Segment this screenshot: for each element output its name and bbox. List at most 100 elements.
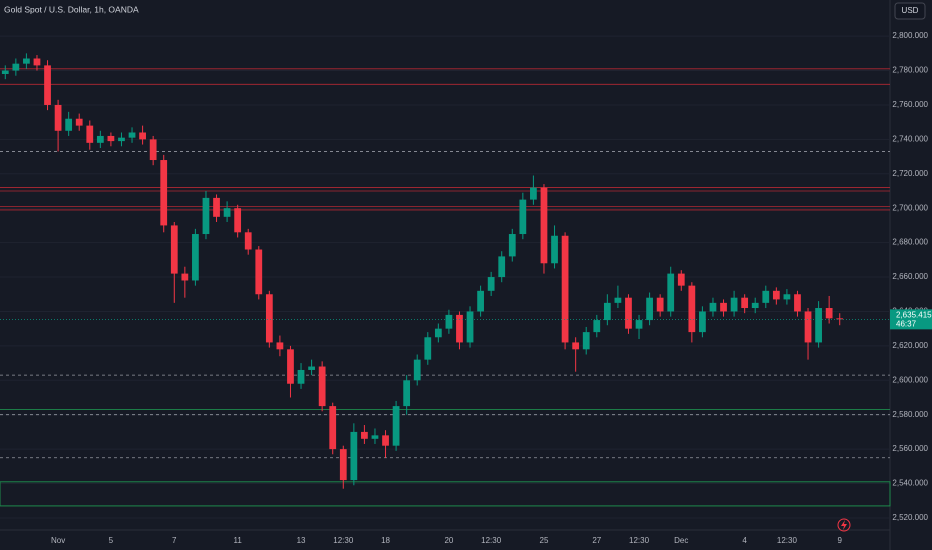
countdown-label: 46:37 bbox=[896, 319, 917, 328]
x-tick-label: 27 bbox=[592, 536, 601, 545]
x-tick-label: 18 bbox=[381, 536, 390, 545]
candle-body bbox=[772, 290, 780, 300]
candle-body bbox=[667, 273, 675, 312]
candle-body bbox=[139, 132, 146, 140]
candle-body bbox=[561, 235, 569, 343]
candle-body bbox=[456, 314, 463, 343]
candle-body bbox=[350, 431, 358, 481]
currency-label[interactable]: USD bbox=[902, 6, 919, 15]
last-price-tag bbox=[890, 309, 932, 330]
candle-body bbox=[593, 320, 601, 333]
candle-body bbox=[614, 297, 622, 303]
y-tick-label: 2,560.000 bbox=[892, 444, 928, 453]
candle-body bbox=[656, 297, 664, 312]
candle-body bbox=[498, 256, 506, 278]
candle-body bbox=[762, 290, 770, 303]
candle-body bbox=[720, 302, 727, 312]
candle-body bbox=[160, 160, 168, 226]
candle-body bbox=[149, 139, 157, 161]
y-tick-label: 2,600.000 bbox=[892, 375, 928, 384]
candle-body bbox=[572, 342, 580, 350]
candle-body bbox=[382, 435, 389, 446]
candle-body bbox=[413, 359, 421, 381]
candle-body bbox=[339, 449, 347, 481]
y-tick-label: 2,760.000 bbox=[892, 100, 928, 109]
currency-button[interactable] bbox=[894, 2, 926, 20]
candle-body bbox=[234, 208, 242, 233]
alert-icon[interactable] bbox=[837, 518, 851, 532]
candle-body bbox=[825, 308, 833, 319]
candle-body bbox=[276, 342, 284, 350]
candle-body bbox=[308, 366, 315, 370]
candle-body bbox=[699, 311, 706, 333]
x-tick-label: 7 bbox=[172, 536, 177, 545]
candle-body bbox=[192, 234, 199, 281]
candle-body bbox=[223, 208, 231, 217]
x-tick-label: 9 bbox=[837, 536, 842, 545]
x-tick-label: Nov bbox=[51, 536, 65, 545]
y-tick-label: 2,660.000 bbox=[892, 272, 928, 281]
x-tick-label: 13 bbox=[297, 536, 306, 545]
candle-body bbox=[181, 273, 189, 281]
y-tick-label: 2,800.000 bbox=[892, 31, 928, 40]
candle-body bbox=[107, 135, 115, 142]
candle-body bbox=[170, 225, 178, 274]
y-tick-label: 2,580.000 bbox=[892, 410, 928, 419]
candle-body bbox=[783, 294, 791, 300]
candle-body bbox=[540, 187, 548, 264]
candle-body bbox=[804, 311, 812, 343]
candle-body bbox=[709, 302, 717, 312]
candle-body bbox=[287, 349, 294, 384]
candle-body bbox=[75, 118, 83, 126]
candle-body bbox=[794, 294, 801, 312]
candle-body bbox=[519, 199, 527, 235]
candle-body bbox=[582, 332, 590, 350]
x-tick-label: 20 bbox=[444, 536, 453, 545]
candle-body bbox=[477, 290, 484, 312]
candle-body bbox=[603, 302, 611, 321]
candle-body bbox=[297, 369, 305, 384]
candle-body bbox=[54, 104, 62, 131]
candle-body bbox=[551, 235, 558, 264]
x-tick-label: 12:30 bbox=[333, 536, 354, 545]
candle-body bbox=[202, 197, 210, 235]
chart-title: Gold Spot / U.S. Dollar, 1h, OANDA bbox=[4, 4, 139, 14]
candle-body bbox=[255, 249, 263, 295]
candle-body bbox=[86, 125, 94, 143]
zone bbox=[0, 481, 891, 507]
candle-body bbox=[128, 132, 136, 138]
y-tick-label: 2,700.000 bbox=[892, 203, 928, 212]
candle-body bbox=[677, 273, 685, 286]
candle-body bbox=[318, 366, 326, 407]
candle-body bbox=[434, 328, 442, 338]
x-tick-label: 12:30 bbox=[481, 536, 502, 545]
candle-body bbox=[635, 320, 643, 329]
candle-body bbox=[403, 380, 411, 407]
y-tick-label: 2,680.000 bbox=[892, 238, 928, 247]
candle-body bbox=[33, 58, 41, 66]
candle-body bbox=[1, 70, 9, 74]
candle-body bbox=[361, 431, 368, 439]
candle-body bbox=[44, 65, 51, 105]
x-tick-label: Dec bbox=[674, 536, 688, 545]
candle-body bbox=[265, 294, 273, 343]
candle-body bbox=[530, 187, 537, 200]
alert-bolt bbox=[841, 520, 847, 530]
y-tick-label: 2,620.000 bbox=[892, 341, 928, 350]
candle-body bbox=[815, 308, 822, 343]
candle-body bbox=[392, 406, 400, 446]
candle-body bbox=[118, 137, 125, 142]
x-tick-label: 12:30 bbox=[777, 536, 798, 545]
x-tick-label: 5 bbox=[109, 536, 114, 545]
y-tick-label: 2,540.000 bbox=[892, 479, 928, 488]
y-tick-label: 2,720.000 bbox=[892, 169, 928, 178]
candle-body bbox=[625, 297, 632, 329]
candle-body bbox=[213, 197, 220, 217]
candle-body bbox=[646, 297, 653, 321]
candle-body bbox=[466, 311, 474, 343]
candle-body bbox=[730, 297, 738, 312]
candle-body bbox=[65, 118, 73, 131]
candle-body bbox=[836, 318, 844, 320]
